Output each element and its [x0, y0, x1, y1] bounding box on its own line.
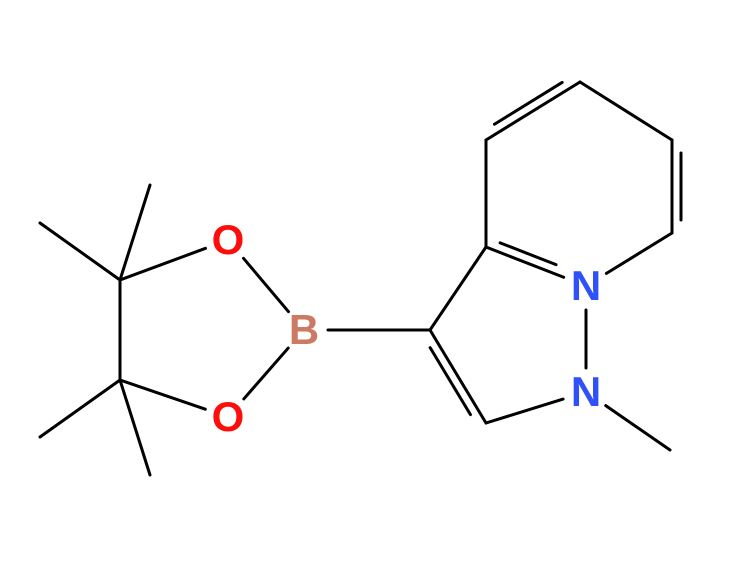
atom-B: B: [289, 309, 319, 351]
molecule-diagram: { "canvas": { "width": 755, "height": 57…: [0, 0, 755, 577]
atom-O: O: [212, 396, 245, 438]
atom-N: N: [571, 371, 601, 413]
atom-N: N: [571, 265, 601, 307]
bonds-layer: [0, 0, 755, 577]
atom-O: O: [212, 219, 245, 261]
